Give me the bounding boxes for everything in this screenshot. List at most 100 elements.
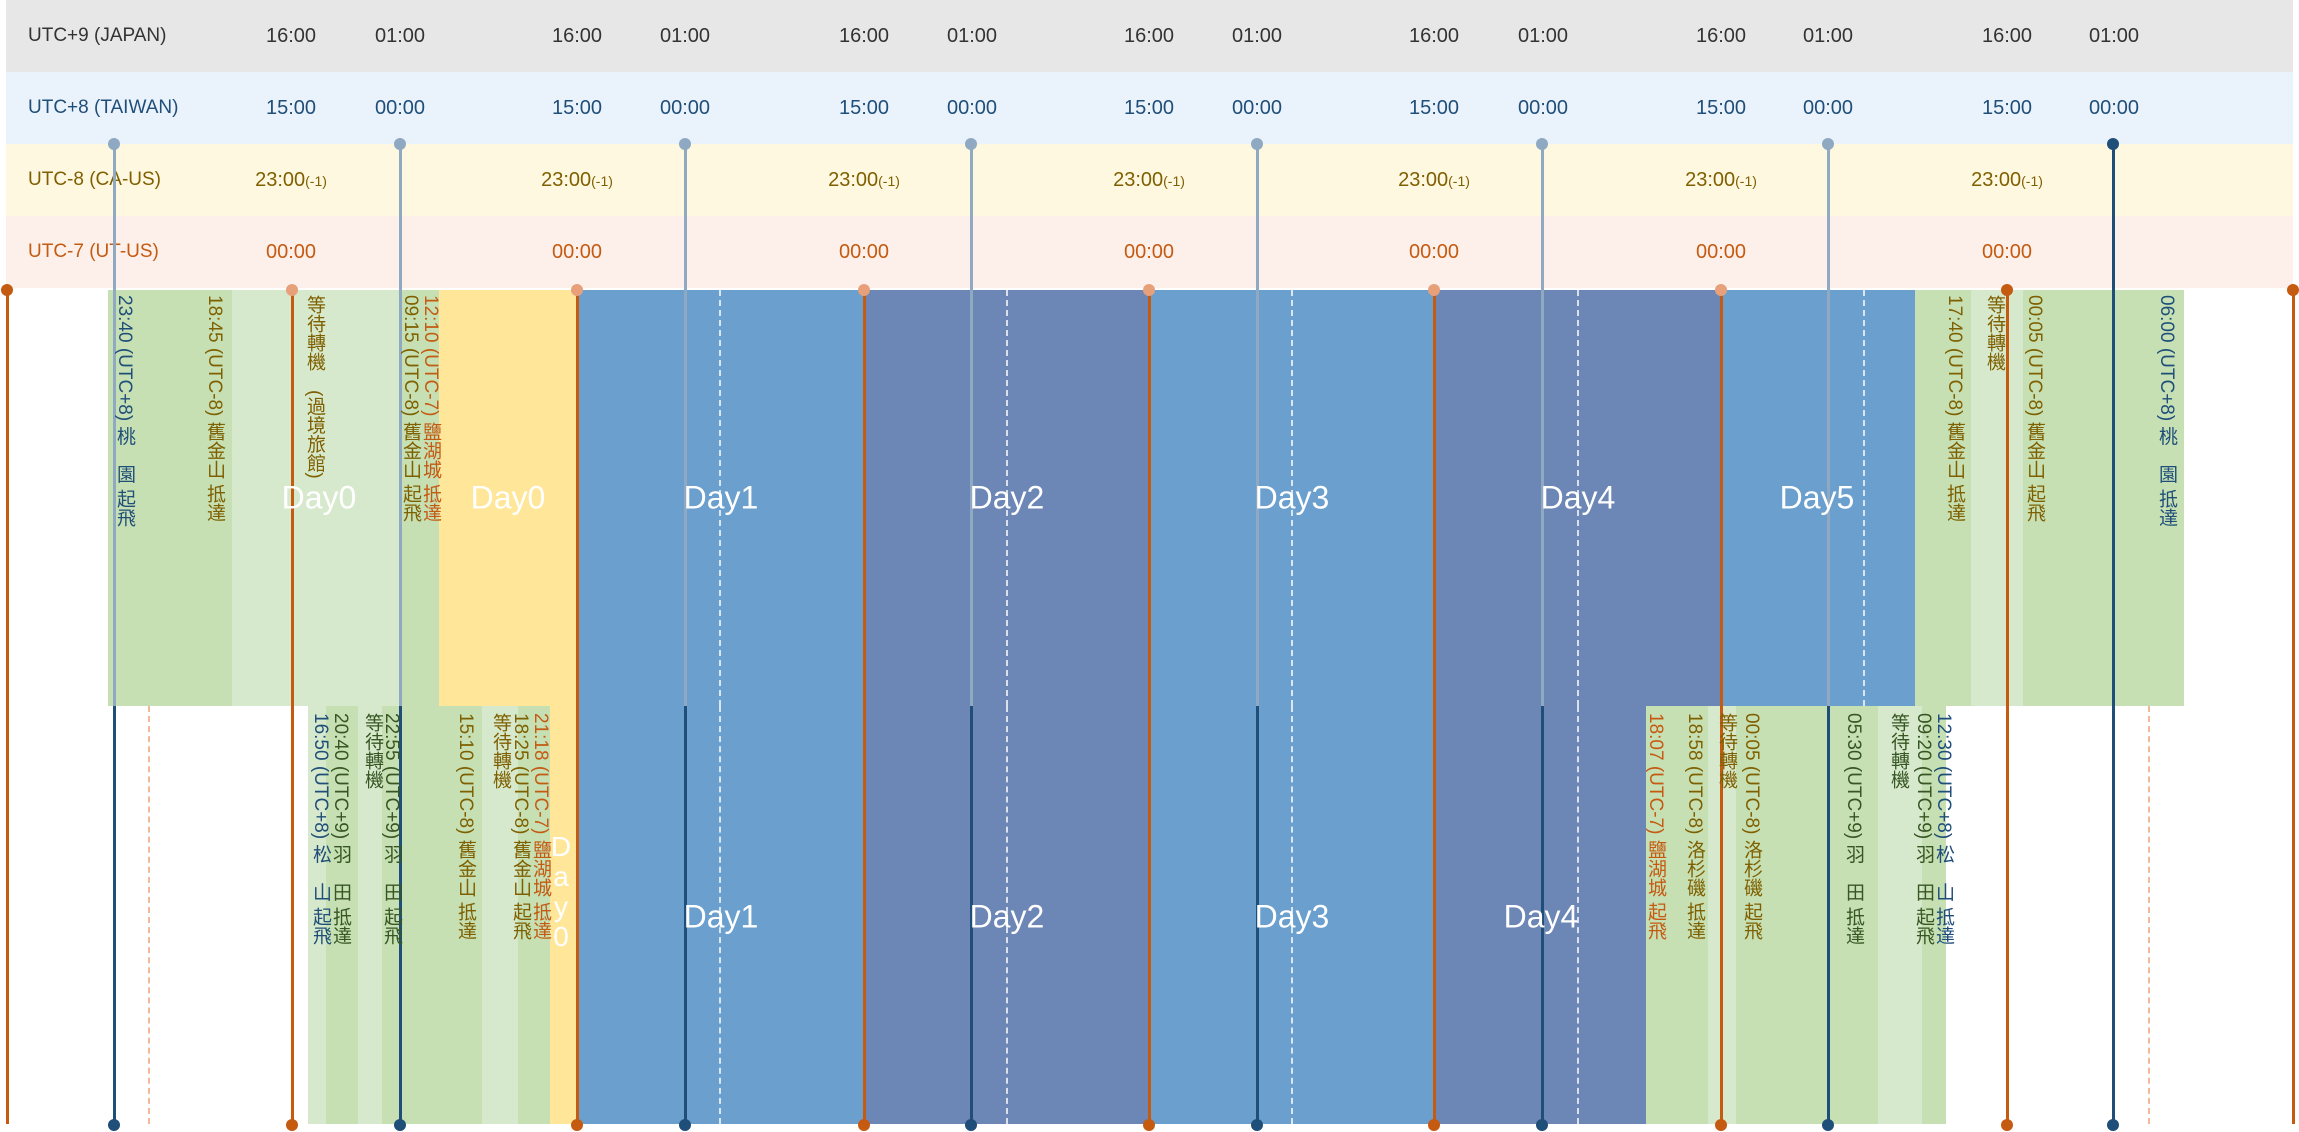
ut-dot [286,284,298,296]
japan-tick: 16:00 [265,25,317,47]
japan-tick: 16:00 [1123,25,1175,47]
japan-tick: 16:00 [1981,25,2033,47]
top-dashed-separator [719,290,721,706]
bottom-event: 18:25 (UTC-8) 舊金山 起飛 [510,713,531,940]
tw-dot [1822,138,1834,150]
ut-dot [2001,284,2013,296]
tw-line [1256,144,1259,1124]
taiwan-tick: 00:00 [946,97,998,119]
bottom-tw-dot [1822,1119,1834,1131]
top-green-block [400,290,439,706]
ca-tick: 23:00(-1) [1685,144,1757,216]
taiwan-band: UTC+8 (TAIWAN) [6,72,2293,144]
bottom-green-block [326,706,358,1124]
bottom-dashed-separator [719,706,721,1124]
bottom-tw-dot [965,1119,977,1131]
tw-dot [1251,138,1263,150]
tw-dot [2107,138,2119,150]
ca-tick-suffix: (-1) [1163,173,1185,189]
ut-dot [2287,284,2299,296]
bottom-ut-dot [1428,1119,1440,1131]
ut-dot [571,284,583,296]
bottom-day-label: Day4 [1503,898,1579,935]
ca-tick: 23:00(-1) [541,144,613,216]
bottom-dashed-separator [1006,706,1008,1124]
top-yellow-block [439,290,577,706]
japan-band-label: UTC+9 (JAPAN) [28,25,167,46]
top-day-label: Day0 [281,479,357,516]
top-day-label: Day1 [683,479,759,516]
ut-tick: 00:00 [1695,241,1747,263]
ut-tick: 00:00 [1981,241,2033,263]
ut-tick: 00:00 [265,241,317,263]
ut-midnight-line [1720,290,1723,1124]
ut-tick: 00:00 [1123,241,1175,263]
bottom-pale-block [482,706,518,1124]
ut-tick: 00:00 [838,241,890,263]
bottom-green-block [518,706,550,1124]
bottom-event: 22:55 (UTC+9) 羽 田 起飛 [381,713,402,945]
bottom-event: 12:30 (UTC+8) 松 山 抵達 [1933,713,1954,945]
top-event: 23:40 (UTC+8) 桃 園 起飛 [114,295,135,527]
bottom-green-block [1736,706,1878,1124]
japan-tick: 16:00 [1408,25,1460,47]
taiwan-tick: 15:00 [1408,97,1460,119]
ut-tick: 00:00 [551,241,603,263]
ut-midnight-line [1433,290,1436,1124]
tw-line [1827,144,1830,1124]
bottom-dashed-separator [1577,706,1579,1124]
tw-line-lower [970,706,973,1124]
ca-tick-time: 23:00 [1113,169,1164,191]
japan-tick: 01:00 [946,25,998,47]
ut-dot [1,284,13,296]
bottom-pale-block [308,706,326,1124]
top-event: 等待轉機 [1984,295,2005,371]
ut-midnight-line [2006,290,2009,1124]
taiwan-tick: 15:00 [1695,97,1747,119]
taiwan-tick: 00:00 [1517,97,1569,119]
japan-band: UTC+9 (JAPAN) [6,0,2293,72]
top-green-block [2023,290,2184,706]
tw-dot [394,138,406,150]
bottom-green-block [382,706,482,1124]
ca-tick-time: 23:00 [828,169,879,191]
bottom-pale-block [358,706,382,1124]
ca-band-label: UTC-8 (CA-US) [28,169,161,190]
bottom-event: 09:20 (UTC+9) 羽 田 起飛 [1913,713,1934,945]
ut-midnight-line [863,290,866,1124]
ut-midnight-line [1148,290,1151,1124]
bottom-stacked-day0: D a y 0 [546,832,576,952]
tw-line [1541,144,1544,1124]
tw-line-lower [1827,706,1830,1124]
tw-dot [679,138,691,150]
top-day-label: Day5 [1779,479,1855,516]
bottom-event: 等待轉機 [1888,713,1909,789]
top-event: 17:40 (UTC-8) 舊金山 抵達 [1944,295,1965,522]
top-event: 等待轉機 (過境旅館) [304,295,325,479]
top-pale-block [1971,290,2023,706]
ca-tick-suffix: (-1) [1735,173,1757,189]
ca-tick-suffix: (-1) [1448,173,1470,189]
dashed-guide [2148,706,2150,1124]
top-event: 09:15 (UTC-8) 舊金山 起飛 [400,295,421,522]
ut-band: UTC-7 (UT-US) [6,216,2293,288]
bottom-tw-dot [2107,1119,2119,1131]
bottom-event: 05:30 (UTC+9) 羽 田 抵達 [1843,713,1864,945]
stacked-letter: y [554,891,568,922]
stacked-letter: a [553,861,569,892]
top-event: 12:10 (UTC-7) 鹽湖城 抵達 [420,295,441,522]
bottom-tw-dot [108,1119,120,1131]
bottom-event: 15:10 (UTC-8) 舊金山 抵達 [455,713,476,940]
bottom-event: 16:50 (UTC+8) 松 山 起飛 [310,713,331,945]
bottom-blue-day1 [577,706,865,1124]
bottom-event: 等待轉機 [1716,713,1737,789]
ca-tick: 23:00(-1) [1971,144,2043,216]
tw-dot [965,138,977,150]
top-dashed-separator [1577,290,1579,706]
ca-tick: 23:00(-1) [1113,144,1185,216]
taiwan-tick: 00:00 [1802,97,1854,119]
ut-midnight-line [2292,290,2295,1124]
bottom-green-block [1922,706,1946,1124]
ca-tick-suffix: (-1) [591,173,613,189]
ca-tick-time: 23:00 [1685,169,1736,191]
